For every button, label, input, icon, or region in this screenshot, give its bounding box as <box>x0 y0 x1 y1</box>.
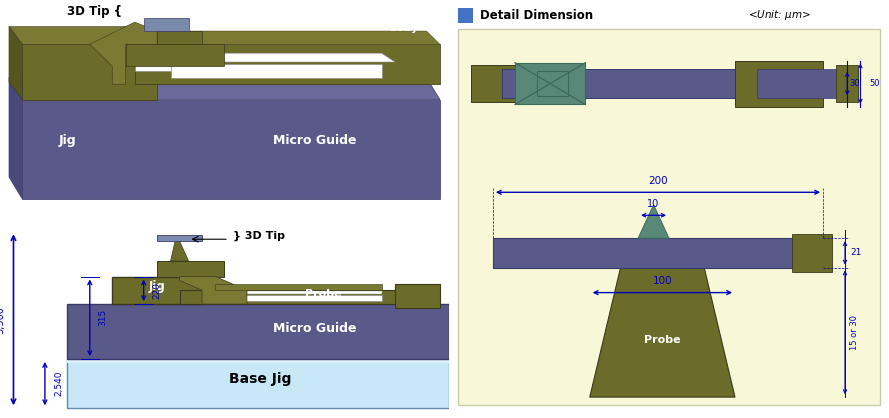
Polygon shape <box>90 22 157 84</box>
Bar <box>458 8 473 23</box>
Polygon shape <box>22 100 440 199</box>
Text: 21: 21 <box>850 248 861 257</box>
Polygon shape <box>9 27 22 100</box>
Polygon shape <box>144 18 188 31</box>
Text: <Unit: $\mu$m>: <Unit: $\mu$m> <box>749 8 811 23</box>
Text: Detail Dimension: Detail Dimension <box>480 9 593 22</box>
Bar <box>537 71 568 96</box>
Polygon shape <box>171 241 188 261</box>
Polygon shape <box>68 359 449 408</box>
Polygon shape <box>188 53 395 62</box>
Polygon shape <box>22 44 157 100</box>
Polygon shape <box>9 78 440 100</box>
Polygon shape <box>68 304 449 359</box>
Polygon shape <box>135 44 440 84</box>
Bar <box>515 63 585 104</box>
Polygon shape <box>157 261 224 277</box>
Bar <box>792 234 832 272</box>
Text: 5,500: 5,500 <box>0 306 5 334</box>
Polygon shape <box>68 359 449 363</box>
Polygon shape <box>9 78 22 199</box>
Polygon shape <box>395 284 440 308</box>
Bar <box>493 238 823 268</box>
Text: 3D Tip {: 3D Tip { <box>68 5 123 18</box>
Text: } 3D Tip: } 3D Tip <box>234 231 285 242</box>
Bar <box>501 69 757 98</box>
Text: 220: 220 <box>153 282 162 299</box>
Bar <box>735 61 823 107</box>
Polygon shape <box>157 31 202 44</box>
Text: Probe: Probe <box>305 289 341 299</box>
Polygon shape <box>121 31 440 44</box>
Text: Jig: Jig <box>148 280 165 293</box>
Text: Micro Guide: Micro Guide <box>273 321 356 334</box>
Text: 15 or 30: 15 or 30 <box>850 315 860 350</box>
Polygon shape <box>171 64 381 78</box>
Polygon shape <box>215 284 381 290</box>
Polygon shape <box>180 290 427 304</box>
Text: 100: 100 <box>653 276 672 286</box>
Text: 30: 30 <box>849 79 860 88</box>
Polygon shape <box>125 44 224 66</box>
Text: Base Jig: Base Jig <box>229 372 292 386</box>
Text: 200: 200 <box>648 176 668 186</box>
Text: 50: 50 <box>869 79 880 88</box>
Text: Probe: Probe <box>644 335 681 345</box>
Polygon shape <box>9 27 157 44</box>
Polygon shape <box>589 268 735 397</box>
Text: Probe
body: Probe body <box>387 11 421 33</box>
Polygon shape <box>180 277 247 304</box>
Bar <box>837 65 858 102</box>
Polygon shape <box>135 64 171 71</box>
Polygon shape <box>247 291 381 294</box>
Text: 315: 315 <box>99 309 108 326</box>
Polygon shape <box>215 295 381 301</box>
Polygon shape <box>112 277 202 304</box>
Text: 10: 10 <box>647 199 660 209</box>
Text: Jig: Jig <box>59 134 76 147</box>
Bar <box>471 65 524 102</box>
Polygon shape <box>157 235 202 241</box>
Polygon shape <box>638 205 669 238</box>
FancyBboxPatch shape <box>458 29 880 405</box>
Text: 2,540: 2,540 <box>54 371 63 396</box>
Text: Micro Guide: Micro Guide <box>273 134 356 147</box>
Bar <box>757 69 858 98</box>
